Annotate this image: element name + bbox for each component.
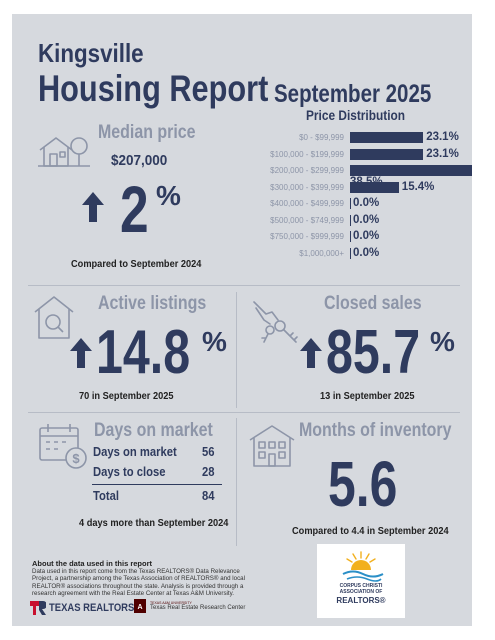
about-heading: About the data used in this report [32,559,153,568]
svg-text:$: $ [72,451,80,466]
price-bar-value: 0.0% [353,213,380,226]
association-line-2: ASSOCIATION OF [339,588,383,595]
median-price-change: 2 [120,172,149,246]
price-range-label: $100,000 - $199,999 [270,149,344,159]
price-distribution-row: $750,000 - $999,999 0.0% [240,230,480,243]
texas-realtors-text: TEXAS REALTORS [49,602,135,614]
active-listings-label: Active listings [98,293,207,314]
price-bar [350,247,351,259]
city-name: Kingsville [38,38,144,68]
price-range-label: $750,000 - $999,999 [270,232,344,241]
divider [28,285,460,286]
active-listings-pct-sign: % [202,326,227,357]
median-price-label: Median price [98,122,196,143]
calendar-dollar-icon: $ [38,422,88,470]
svg-text:A: A [137,604,142,611]
price-bar [350,231,351,242]
months-inventory-note: Compared to 4.4 in September 2024 [292,525,449,537]
closed-sales-label: Closed sales [324,293,422,314]
about-text: Data used in this report come from the T… [32,568,245,598]
dom-total-value: 84 [202,489,215,503]
arrow-up-icon [70,338,92,368]
research-center-text: Texas Real Estate Research Center [150,605,246,611]
price-bar-value: 15.4% [401,180,435,193]
price-bar-value: 23.1% [426,131,459,143]
price-range-label: $200,000 - $299,999 [270,166,344,175]
median-price-value: $207,000 [111,152,168,169]
texas-realtors-mark-icon [30,601,46,615]
building-icon [248,424,296,468]
price-bar [350,132,424,143]
price-range-label: $400,000 - $499,999 [270,199,344,208]
days-on-market-label: Days on market [94,420,213,441]
price-bar [350,214,351,226]
price-distribution-row: $1,000,000+ 0.0% [240,246,480,260]
hand-keys-icon [250,294,302,346]
days-on-market-note: 4 days more than September 2024 [79,517,229,529]
price-range-label: $300,000 - $399,999 [270,182,344,192]
price-range-label: $500,000 - $749,999 [270,215,344,225]
price-bar-value: 0.0% [353,197,380,209]
sun-waves-icon [342,551,384,582]
house-magnifier-icon [32,294,76,342]
price-distribution-row: $500,000 - $749,999 0.0% [240,213,480,227]
arrow-up-icon [82,192,104,222]
closed-sales-pct-sign: % [430,326,455,357]
divider [236,418,237,546]
price-distribution-title: Price Distribution [306,108,406,123]
research-center-logo: A TEXAS A&M UNIVERSITY Texas Real Estate… [134,599,245,613]
report-page: Kingsville Housing Report September 2025… [12,14,472,626]
price-bar [350,181,399,193]
dom-total-label: Total [93,489,120,503]
dom-row-label: Days to close [93,465,166,479]
arrow-up-icon [300,338,322,368]
closed-sales-note: 13 in September 2025 [320,390,415,402]
price-bar [350,148,424,160]
price-distribution-row: $300,000 - $399,999 15.4% [240,180,480,194]
dom-row-value: 56 [202,445,215,459]
association-logo: CORPUS CHRISTI ASSOCIATION OF REALTORS® [317,544,405,618]
price-distribution-row: $200,000 - $299,99938.5% [240,165,480,188]
active-listings-change: 14.8 [96,318,191,387]
house-tree-icon [36,130,92,170]
price-range-label: $0 - $99,999 [299,133,344,142]
price-bar-value: 0.0% [353,230,380,242]
median-price-pct-sign: % [156,180,181,211]
research-center-small-text: TEXAS A&M UNIVERSITY [150,601,192,605]
months-inventory-label: Months of inventory [299,420,452,441]
dom-row-value: 28 [202,465,215,479]
texas-realtors-logo: TEXAS REALTORS [30,601,148,615]
divider [236,292,237,408]
price-range-label: $1,000,000+ [299,248,344,258]
price-distribution-row: $0 - $99,999 23.1% [240,131,480,144]
price-distribution-row: $100,000 - $199,999 23.1% [240,147,480,161]
dom-row-label: Days on market [93,445,177,459]
price-bar [350,198,351,209]
report-title: Housing Report [38,68,269,109]
association-line-3: REALTORS® [336,595,386,605]
active-listings-note: 70 in September 2025 [79,390,174,402]
divider [28,412,460,413]
months-inventory-value: 5.6 [328,448,398,520]
aggie-mark-icon: A [134,599,146,613]
association-line-1: CORPUS CHRISTI [339,583,383,589]
median-price-note: Compared to September 2024 [71,258,202,270]
price-distribution-row: $400,000 - $499,999 0.0% [240,197,480,210]
total-rule [92,484,222,485]
closed-sales-change: 85.7 [326,318,421,387]
price-bar-value: 0.0% [353,246,380,259]
price-bar-value: 23.1% [426,147,459,160]
price-bar [350,165,472,176]
report-month: September 2025 [274,80,432,108]
